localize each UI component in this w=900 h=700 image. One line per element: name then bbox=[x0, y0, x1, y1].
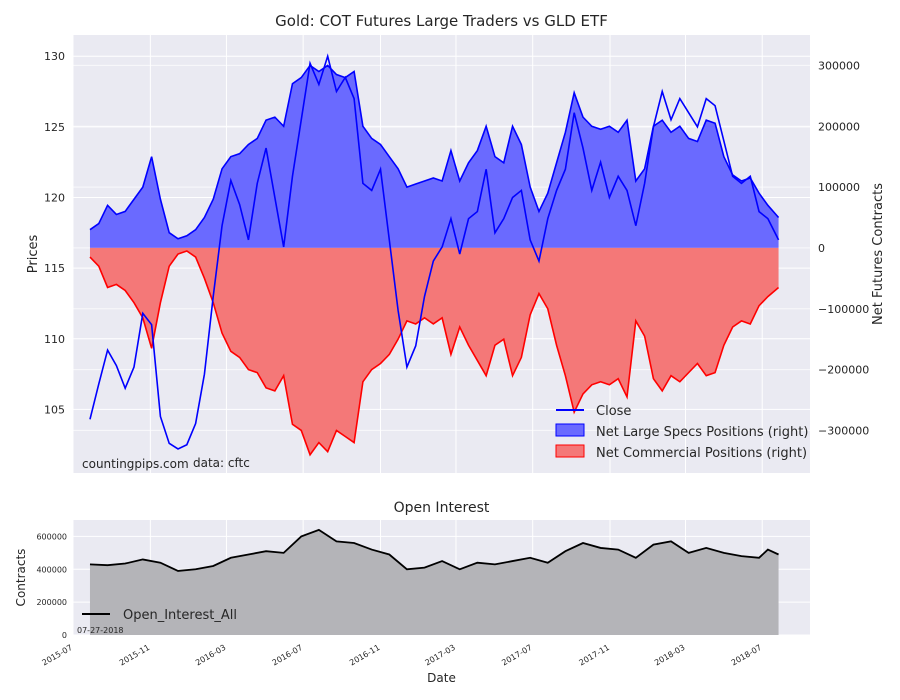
commercial-line bbox=[89, 250, 780, 457]
right-axis-label: Net Futures Contracts bbox=[871, 183, 886, 325]
commercial-area bbox=[89, 247, 779, 455]
left-tick-label: 125 bbox=[44, 121, 65, 134]
legend-close-label: Close bbox=[596, 404, 631, 419]
x-tick-label: 2018-03 bbox=[653, 643, 686, 668]
x-tick-label: 2018-07 bbox=[730, 643, 763, 668]
x-tick-label: 2016-11 bbox=[348, 643, 381, 668]
watermark-site: countingpips.com bbox=[82, 457, 189, 471]
x-tick-label: 2017-03 bbox=[424, 643, 457, 668]
left-tick-label: 105 bbox=[44, 403, 65, 416]
oi-tick-label: 200000 bbox=[36, 598, 67, 607]
watermark-source: data: cftc bbox=[193, 456, 250, 470]
right-tick-label: 300000 bbox=[818, 59, 860, 72]
legend-open-interest-label: Open_Interest_All bbox=[123, 608, 237, 623]
right-tick-label: −300000 bbox=[818, 424, 869, 437]
right-tick-label: 0 bbox=[818, 242, 825, 255]
x-tick-label: 2016-03 bbox=[194, 643, 227, 668]
left-axis-label: Prices bbox=[26, 235, 41, 274]
legend-specs-swatch bbox=[555, 423, 585, 437]
oi-x-axis-label: Date bbox=[427, 671, 456, 685]
left-tick-label: 130 bbox=[44, 50, 65, 63]
main-legend: Close Net Large Specs Positions (right) Ne… bbox=[555, 404, 808, 461]
open-interest-area bbox=[89, 529, 779, 635]
left-tick-label: 115 bbox=[44, 262, 65, 275]
large-specs-area bbox=[89, 65, 779, 248]
oi-title: Open Interest bbox=[394, 500, 490, 516]
right-tick-label: 200000 bbox=[818, 120, 860, 133]
legend-commercial-swatch bbox=[555, 444, 585, 458]
oi-tick-label: 400000 bbox=[36, 565, 67, 574]
oi-tick-label: 0 bbox=[62, 631, 67, 640]
right-tick-label: −100000 bbox=[818, 303, 869, 316]
legend-specs-label: Net Large Specs Positions (right) bbox=[596, 425, 808, 440]
legend-commercial-label: Net Commercial Positions (right) bbox=[596, 446, 807, 461]
right-tick-label: 100000 bbox=[818, 181, 860, 194]
x-tick-label: 2017-07 bbox=[500, 643, 533, 668]
chart-title: Gold: COT Futures Large Traders vs GLD E… bbox=[275, 12, 608, 30]
left-tick-label: 110 bbox=[44, 333, 65, 346]
right-tick-label: −200000 bbox=[818, 364, 869, 377]
open-interest-line bbox=[89, 528, 779, 572]
oi-tick-label: 600000 bbox=[36, 532, 67, 541]
close-price-line bbox=[89, 53, 780, 450]
main-panel: 105 110 115 120 125 130 −300000 −200000 −100000 0… bbox=[44, 35, 869, 473]
oi-y-axis-label: Contracts bbox=[14, 549, 28, 607]
open-interest-panel: 0 200000 400000 600000 2015-07 2015-11 2016-03… bbox=[36, 520, 810, 667]
x-tick-label: 2017-11 bbox=[578, 643, 611, 668]
oi-date-annotation: 07-27-2018 bbox=[77, 626, 124, 635]
x-tick-label: 2015-11 bbox=[118, 643, 151, 668]
x-tick-label: 2015-07 bbox=[41, 643, 74, 668]
x-tick-label: 2016-07 bbox=[271, 643, 304, 668]
left-tick-label: 120 bbox=[44, 191, 65, 204]
large-specs-line bbox=[89, 64, 780, 240]
